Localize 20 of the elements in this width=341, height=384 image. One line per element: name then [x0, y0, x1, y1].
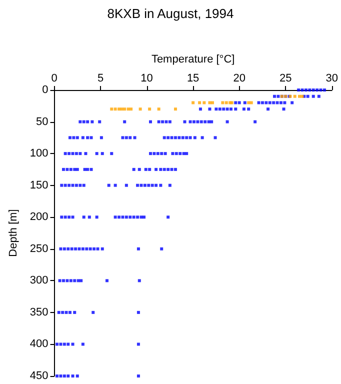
y-tick-label: 50 [36, 116, 48, 128]
x-tick-label: 15 [186, 72, 200, 84]
y-tick-label: 250 [30, 242, 48, 255]
y-tick-label: 300 [30, 274, 48, 287]
x-tick-label: 30 [326, 72, 338, 84]
x-tick-label: 25 [279, 72, 292, 84]
y-tick-label: 450 [30, 370, 48, 382]
x-tick-label: 10 [140, 72, 153, 84]
y-tick-label: 200 [30, 211, 48, 224]
y-tick-label: 100 [30, 148, 48, 160]
x-tick-label: 0 [51, 72, 58, 84]
y-tick-label: 150 [30, 179, 48, 192]
x-axis-title: Temperature [°C] [151, 54, 235, 66]
x-tick-label: 5 [97, 72, 104, 84]
chart-title: 8KXB in August, 1994 [107, 6, 234, 21]
y-tick-label: 0 [42, 84, 48, 96]
y-tick-label: 350 [30, 306, 48, 318]
y-axis-title: Depth [m] [8, 209, 20, 257]
x-tick-label: 20 [233, 72, 246, 84]
y-tick-label: 400 [30, 338, 48, 350]
